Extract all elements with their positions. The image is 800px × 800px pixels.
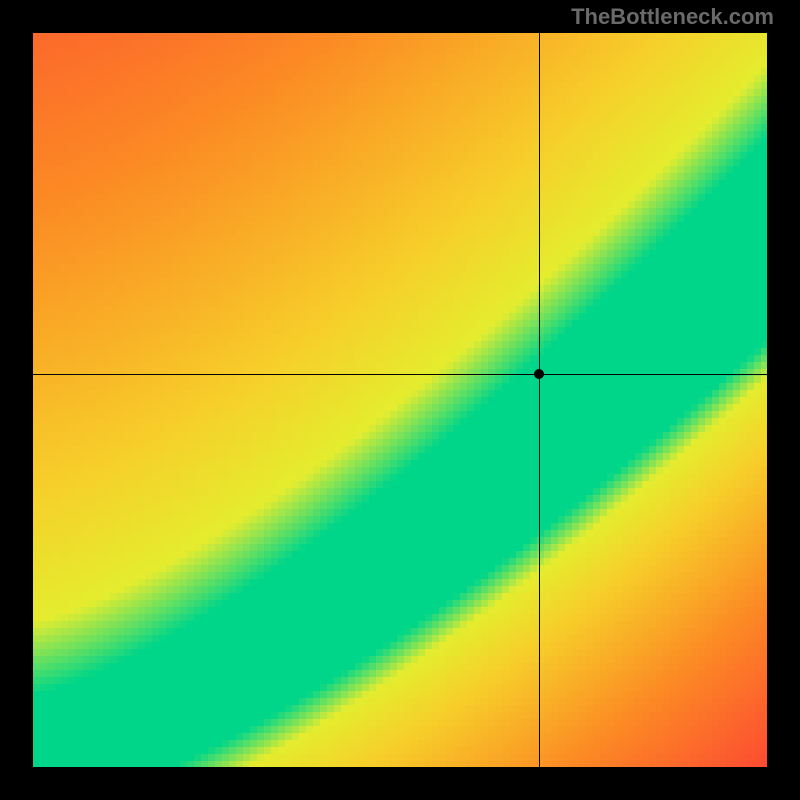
heatmap-canvas bbox=[33, 33, 767, 767]
plot-area bbox=[33, 33, 767, 767]
crosshair-vertical bbox=[539, 33, 540, 767]
crosshair-horizontal bbox=[33, 374, 767, 375]
watermark-text: TheBottleneck.com bbox=[571, 4, 774, 30]
figure-root: TheBottleneck.com bbox=[0, 0, 800, 800]
